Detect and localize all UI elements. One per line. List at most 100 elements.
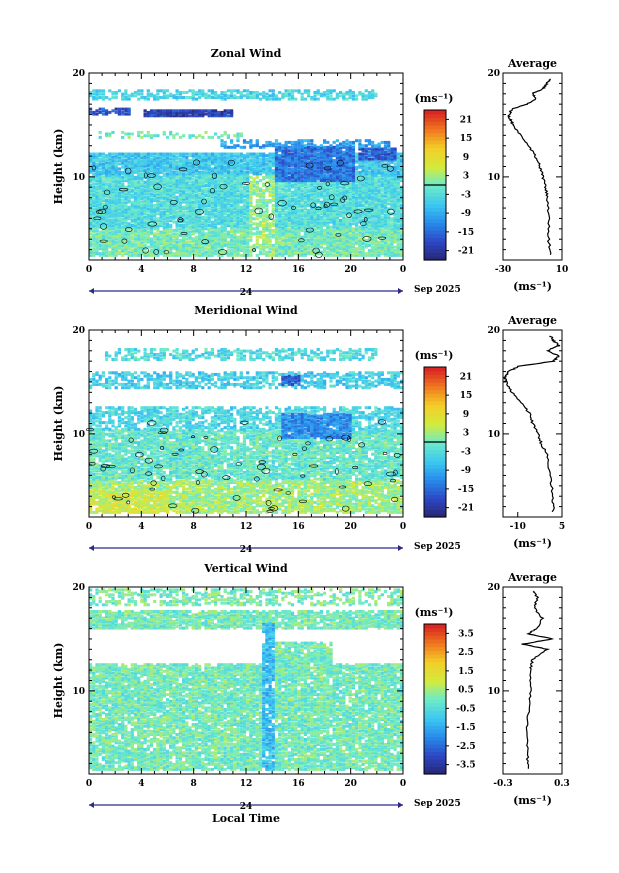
heatmap-cell [387,219,391,222]
heatmap-cell [239,175,243,179]
heatmap-cell [355,165,359,169]
heatmap-cell [396,245,400,249]
heatmap-cell [182,212,186,216]
heatmap-cell [204,243,208,247]
heatmap-cell [89,243,93,247]
heatmap-cell [313,182,317,186]
heatmap-cell [287,157,291,161]
heatmap-cell [165,157,170,161]
heatmap-cell [367,172,372,176]
heatmap-cell [89,164,93,168]
heatmap-cell [137,194,141,197]
heatmap-cell [303,197,307,201]
heatmap-cell [252,162,256,166]
heatmap-cell [339,190,343,194]
heatmap-cell [133,245,138,249]
heatmap-cell [383,202,388,206]
heatmap-cell [371,210,375,214]
heatmap-cell [329,225,333,229]
heatmap-cell [300,195,304,199]
heatmap-cell [143,245,147,249]
heatmap-cell [303,238,307,242]
heatmap-cell [175,165,179,169]
heatmap-cell [274,169,279,173]
heatmap-cell [329,204,333,207]
heatmap-cell [242,248,247,252]
heatmap-cell [230,245,234,249]
heatmap-cell [165,224,170,227]
heatmap-cell [351,190,355,194]
heatmap-cell [156,202,160,206]
heatmap-cell [390,248,394,252]
heatmap-cell [300,220,304,224]
heatmap-cell [326,195,330,199]
heatmap-cell [198,175,202,179]
heatmap-cell [387,199,391,202]
heatmap-cell [108,177,112,181]
heatmap-cell [233,237,237,241]
heatmap-cell [95,207,99,211]
heatmap-cell [230,227,234,231]
heatmap-cell [143,195,147,199]
heatmap-cell [323,157,327,161]
heatmap-cell [242,237,247,241]
heatmap-cell [114,227,118,231]
heatmap-cell [271,175,275,179]
heatmap-cell [399,169,404,173]
heatmap-cell [105,174,109,178]
heatmap-cell [98,210,102,214]
heatmap-cell [361,252,365,256]
heatmap-cell [380,222,384,226]
heatmap-cell [313,233,317,237]
heatmap-cell [281,197,285,201]
heatmap-cell [143,253,147,257]
heatmap-cell [239,165,243,169]
heatmap-cell [156,174,160,178]
heatmap-cell [287,182,291,186]
heatmap-cell [236,162,240,166]
heatmap-cell [307,233,311,237]
heatmap-cell [252,245,256,249]
heatmap-cell [258,205,263,209]
heatmap-cell [191,180,195,184]
heatmap-cell [220,209,224,212]
heatmap-cell [133,228,138,232]
heatmap-cell [281,189,285,193]
heatmap-cell [114,232,118,236]
heatmap-cell [236,180,240,184]
heatmap-cell [367,175,372,179]
heatmap-cell [255,157,259,161]
heatmap-cell [153,164,157,168]
heatmap-cell [290,220,295,224]
heatmap-cell [210,245,214,249]
heatmap-cell [114,250,118,254]
heatmap-cell [329,170,333,174]
heatmap-cell [233,214,237,217]
heatmap-cell [204,159,208,163]
heatmap-cell [182,217,186,221]
heatmap-cell [258,204,263,207]
heatmap-cell [364,187,368,191]
heatmap-cell [159,252,163,256]
heatmap-cell [265,245,269,249]
heatmap-cell [178,227,182,231]
heatmap-cell [258,222,263,226]
heatmap-cell [226,207,230,211]
heatmap-cell [364,167,368,171]
heatmap-cell [348,210,352,214]
heatmap-cell [377,215,381,219]
heatmap-cell [390,167,394,171]
heatmap-cell [355,204,359,207]
heatmap-cell [252,185,256,189]
heatmap-cell [223,194,227,197]
heatmap-cell [262,243,266,247]
heatmap-cell [210,162,214,166]
heatmap-cell [323,233,327,237]
heatmap-cell [214,209,218,212]
heatmap-cell [358,250,362,254]
heatmap-cell [175,174,179,178]
heatmap-cell [156,219,160,222]
heatmap-cell [198,185,202,189]
heatmap-cell [342,167,346,171]
heatmap-cell [374,242,378,246]
